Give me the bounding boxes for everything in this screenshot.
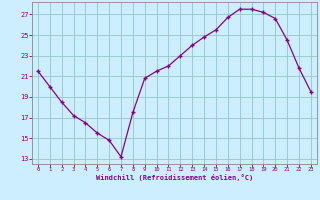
X-axis label: Windchill (Refroidissement éolien,°C): Windchill (Refroidissement éolien,°C) (96, 174, 253, 181)
